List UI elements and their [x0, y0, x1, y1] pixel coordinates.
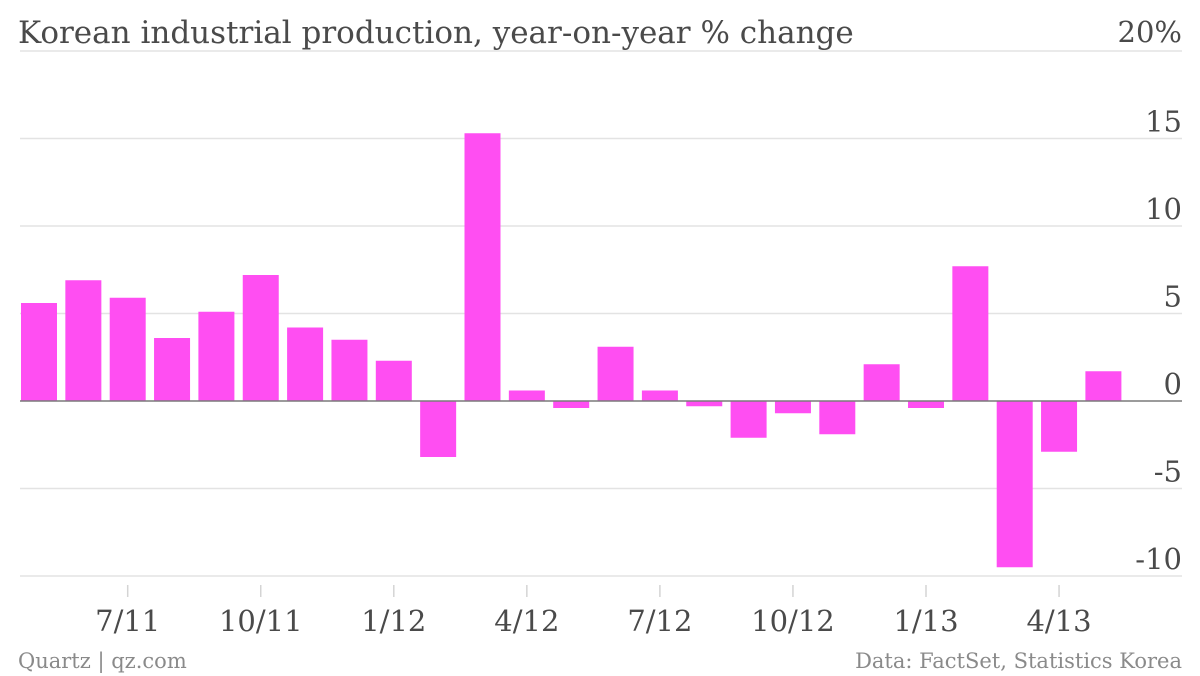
- bar: [65, 280, 102, 401]
- bar: [331, 339, 368, 401]
- x-tick-label: 7/11: [95, 604, 160, 638]
- bar: [109, 297, 146, 401]
- y-tick-label: 20%: [1118, 15, 1182, 49]
- x-tick-label: 4/13: [1026, 604, 1091, 638]
- y-tick-label: 15: [1145, 105, 1182, 139]
- bar: [730, 401, 767, 438]
- bars: [21, 133, 1122, 568]
- bar: [641, 390, 678, 401]
- bar: [508, 390, 545, 401]
- y-tick-label: 0: [1164, 367, 1182, 401]
- bar: [198, 311, 235, 401]
- x-tick-label: 10/12: [751, 604, 835, 638]
- chart-title: Korean industrial production, year-on-ye…: [18, 15, 854, 51]
- bar: [908, 401, 944, 408]
- y-tick-label: -5: [1154, 455, 1182, 489]
- x-tick-label: 10/11: [219, 604, 303, 638]
- x-tick-label: 1/12: [361, 604, 426, 638]
- bar: [242, 275, 279, 401]
- bar: [1041, 401, 1078, 452]
- bar: [996, 401, 1033, 568]
- bar: [1085, 371, 1122, 401]
- bar: [287, 327, 324, 401]
- y-tick-label: -10: [1135, 542, 1182, 576]
- y-tick-label: 5: [1164, 280, 1182, 314]
- y-axis-ticks: 20% 15 10 5 0 -5 -10: [1118, 15, 1182, 576]
- x-tick-label: 4/12: [494, 604, 559, 638]
- bar: [375, 360, 412, 401]
- x-tick-label: 1/13: [893, 604, 958, 638]
- bar: [553, 401, 590, 408]
- y-tick-label: 10: [1145, 192, 1182, 226]
- bar: [154, 338, 191, 401]
- bar: [464, 133, 501, 401]
- bar: [819, 401, 856, 435]
- bar: [952, 266, 989, 401]
- bar: [686, 401, 723, 407]
- bar: [597, 346, 634, 401]
- footer-source-right: Data: FactSet, Statistics Korea: [855, 649, 1182, 673]
- x-axis-ticks: 7/11 10/11 1/12 4/12 7/12 10/12 1/13 4/13: [95, 585, 1092, 638]
- bar: [774, 401, 811, 414]
- bar: [21, 303, 57, 401]
- x-tick-label: 7/12: [627, 604, 692, 638]
- footer-source-left: Quartz | qz.com: [18, 649, 187, 674]
- bar: [863, 364, 900, 401]
- bar: [420, 401, 457, 457]
